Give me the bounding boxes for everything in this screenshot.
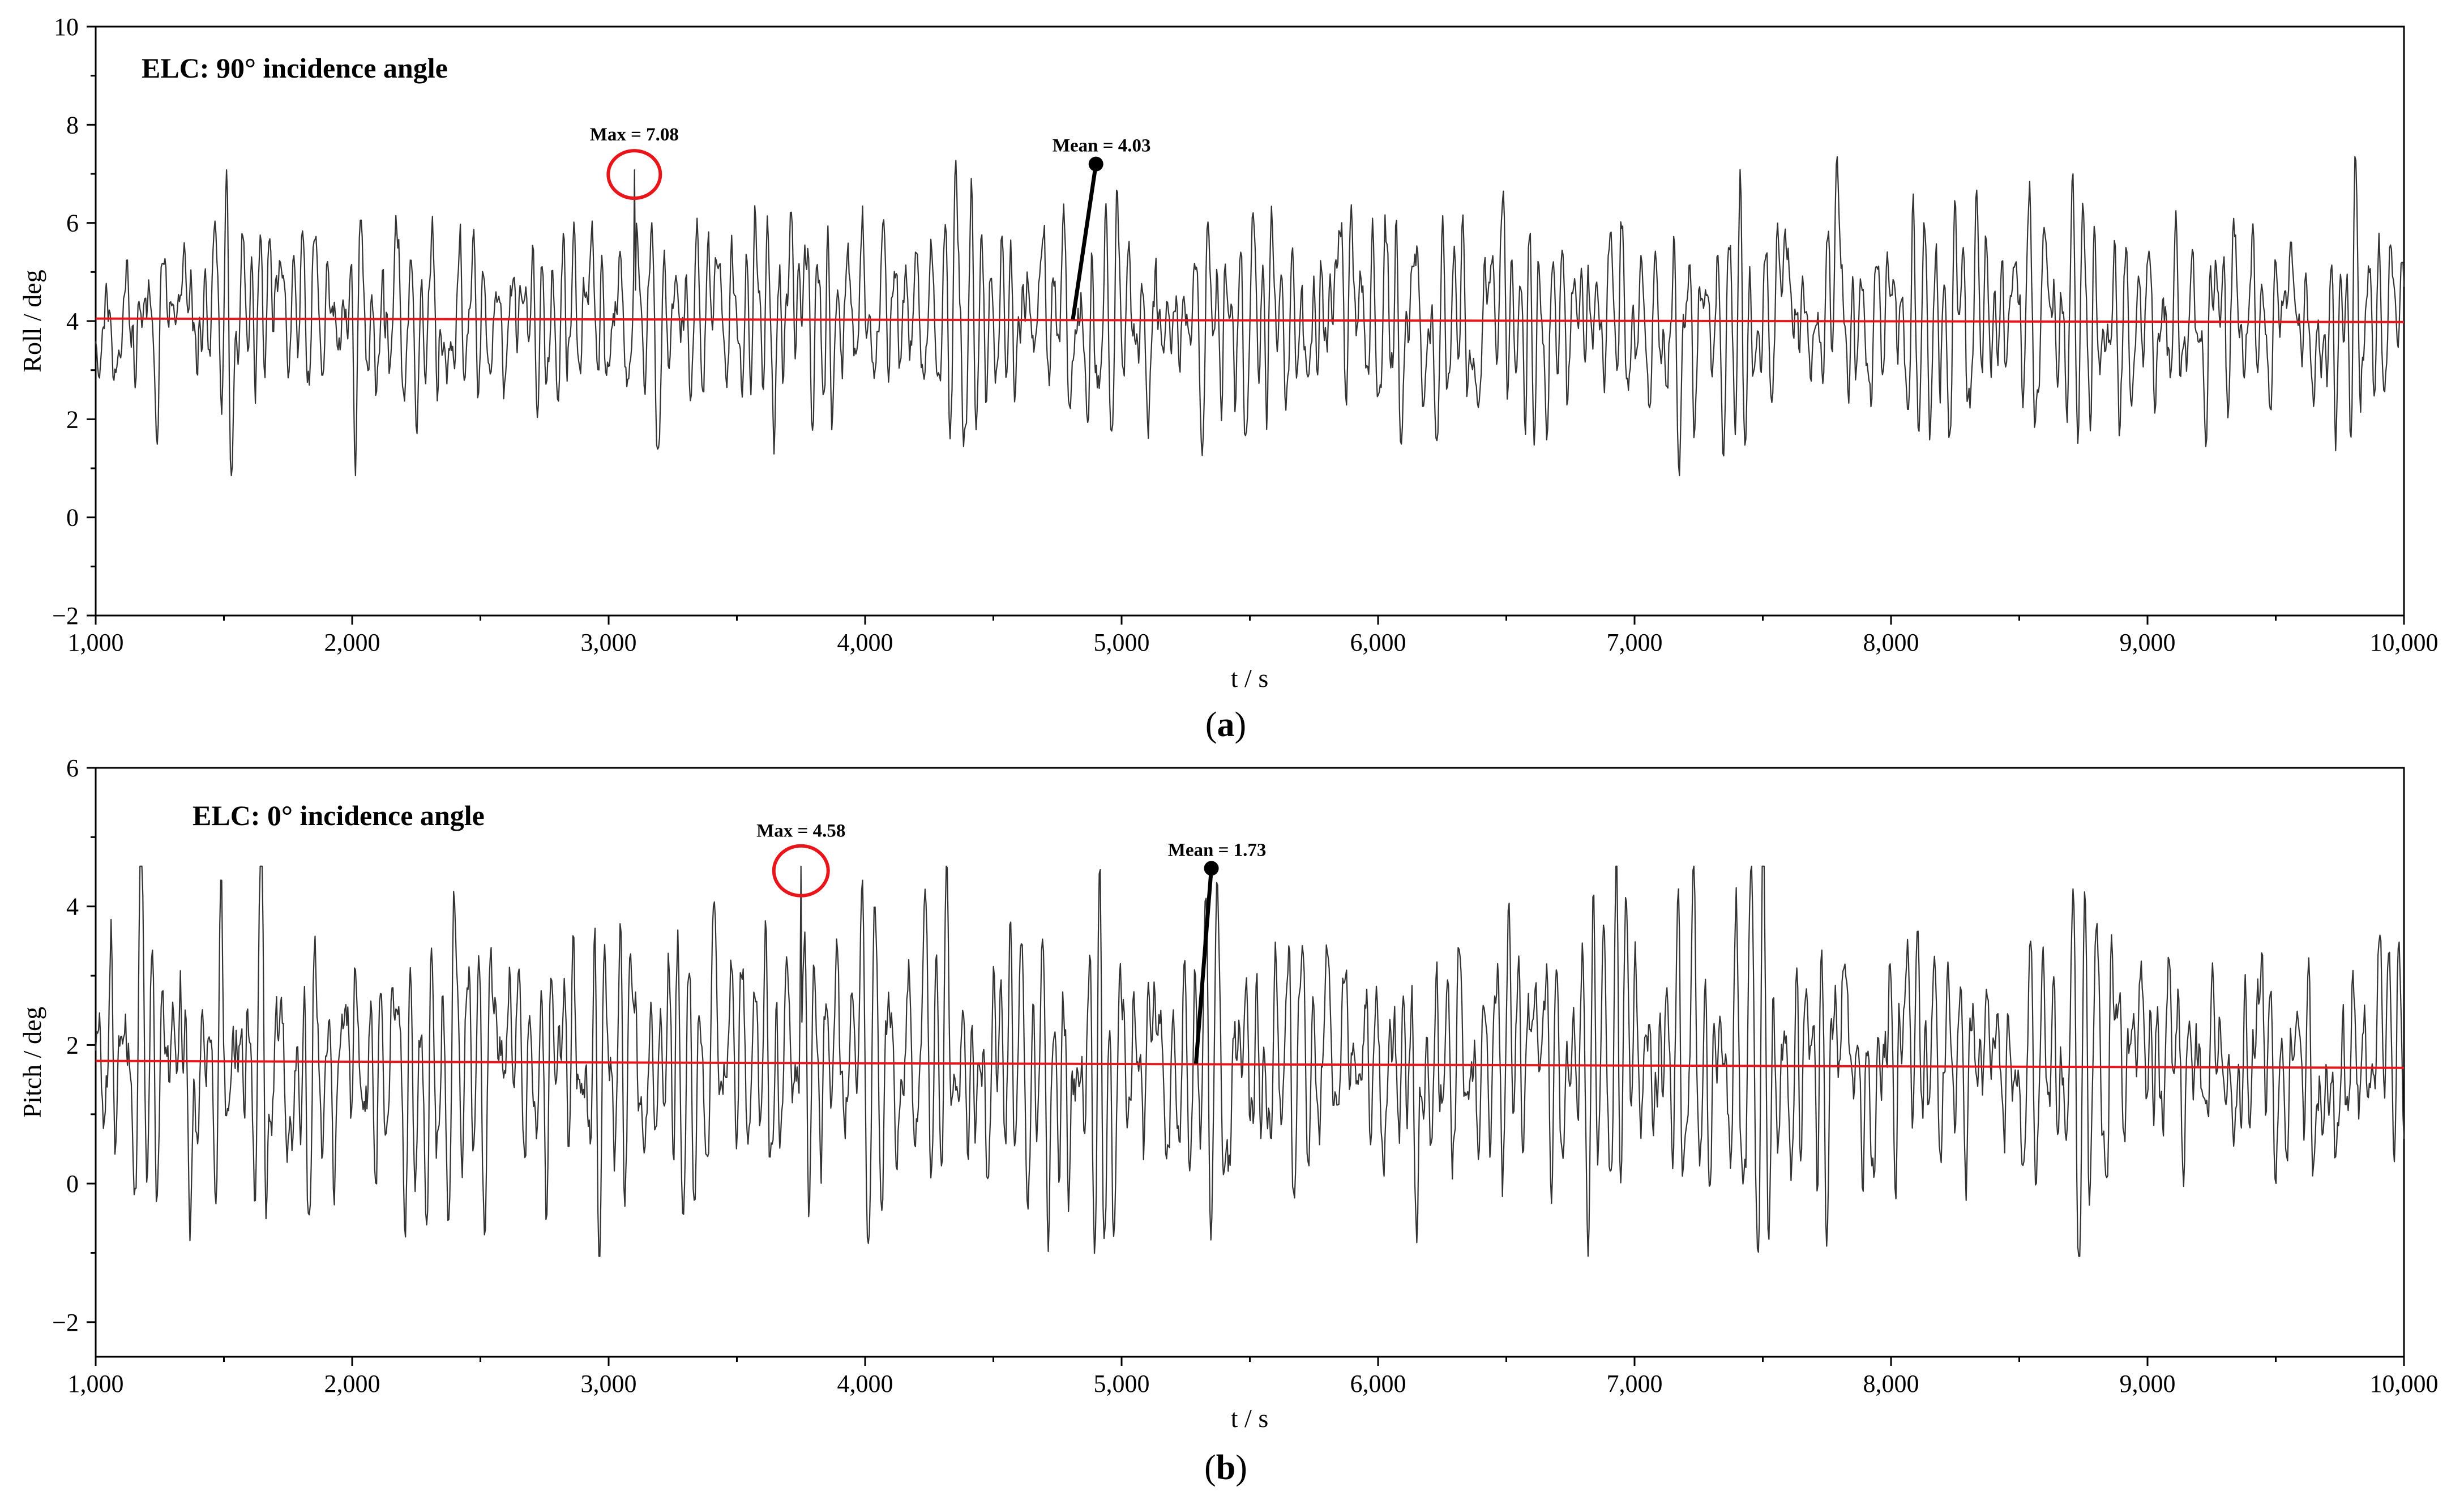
mean-pointer-dot <box>1088 156 1103 172</box>
x-tick-labels: 1,000 2,000 3,000 4,000 5,000 6,000 7,000 8,000… <box>68 1370 2439 1398</box>
panel-caption: (b) <box>1204 1449 1247 1487</box>
panel-caption: (a) <box>1205 706 1246 744</box>
mean-pointer-line <box>1194 868 1214 1064</box>
axis-ticks <box>87 25 2405 625</box>
panel-a-roll-chart: 1,000 2,000 3,000 4,000 5,000 6,000 7,000 8,000… <box>18 13 2439 744</box>
y-tick-label: −2 <box>52 602 79 630</box>
y-tick-label: 10 <box>54 13 79 41</box>
x-tick-label: 9,000 <box>2120 1370 2176 1398</box>
roll-series-line <box>95 156 2405 477</box>
x-tick-label: 6,000 <box>1350 629 1406 656</box>
y-tick-label: 6 <box>66 210 79 237</box>
x-tick-label: 2,000 <box>324 629 380 656</box>
mean-annotation: Mean = 1.73 <box>1168 840 1267 860</box>
x-tick-label: 2,000 <box>324 1370 380 1398</box>
y-tick-label: 4 <box>66 893 79 921</box>
y-axis-title: Roll / deg <box>18 270 46 372</box>
x-axis-title: t / s <box>1231 1404 1268 1433</box>
y-tick-label: 8 <box>66 111 79 139</box>
mean-pointer-dot <box>1204 861 1219 876</box>
max-annotation: Max = 4.58 <box>756 821 845 841</box>
x-tick-label: 8,000 <box>1863 629 1919 656</box>
mean-annotation: Mean = 4.03 <box>1053 136 1151 156</box>
y-axis-title: Pitch / deg <box>18 1007 46 1118</box>
y-tick-label: −2 <box>52 1309 79 1336</box>
axis-ticks <box>87 767 2405 1366</box>
max-circle-marker <box>772 844 830 898</box>
x-axis-title: t / s <box>1231 664 1268 693</box>
x-tick-label: 10,000 <box>2370 1370 2439 1398</box>
y-tick-label: 6 <box>66 754 79 782</box>
x-tick-label: 1,000 <box>68 1370 124 1398</box>
x-tick-label: 8,000 <box>1863 1370 1919 1398</box>
x-tick-label: 4,000 <box>837 1370 893 1398</box>
x-tick-labels: 1,000 2,000 3,000 4,000 5,000 6,000 7,000 8,000… <box>68 629 2439 656</box>
max-annotation: Max = 7.08 <box>590 125 679 145</box>
x-tick-label: 7,000 <box>1607 1370 1663 1398</box>
panel-title: ELC: 90° incidence angle <box>142 52 448 84</box>
x-tick-label: 4,000 <box>837 629 893 656</box>
x-tick-label: 6,000 <box>1350 1370 1406 1398</box>
y-tick-labels: −2 0 2 4 6 8 10 <box>52 13 79 630</box>
y-tick-label: 2 <box>66 405 79 433</box>
x-tick-label: 10,000 <box>2370 629 2439 656</box>
y-tick-labels: −2 0 2 4 6 <box>52 754 79 1336</box>
y-tick-label: 2 <box>66 1031 79 1059</box>
panel-title: ELC: 0° incidence angle <box>192 800 485 831</box>
y-tick-label: 4 <box>66 307 79 335</box>
panel-b-pitch-chart: 1,000 2,000 3,000 4,000 5,000 6,000 7,000 8,000… <box>18 754 2439 1487</box>
mean-line <box>95 1059 2405 1069</box>
x-tick-label: 5,000 <box>1094 629 1150 656</box>
pitch-series-line <box>95 865 2405 1257</box>
max-circle-marker <box>606 149 662 200</box>
x-tick-label: 7,000 <box>1607 629 1663 656</box>
x-tick-label: 3,000 <box>581 1370 637 1398</box>
x-tick-label: 9,000 <box>2120 629 2176 656</box>
x-tick-label: 3,000 <box>581 629 637 656</box>
y-tick-label: 0 <box>66 504 79 532</box>
mean-line <box>95 317 2405 323</box>
x-tick-label: 1,000 <box>68 629 124 656</box>
x-tick-label: 5,000 <box>1094 1370 1150 1398</box>
mean-pointer-line <box>1071 164 1098 320</box>
y-tick-label: 0 <box>66 1170 79 1198</box>
